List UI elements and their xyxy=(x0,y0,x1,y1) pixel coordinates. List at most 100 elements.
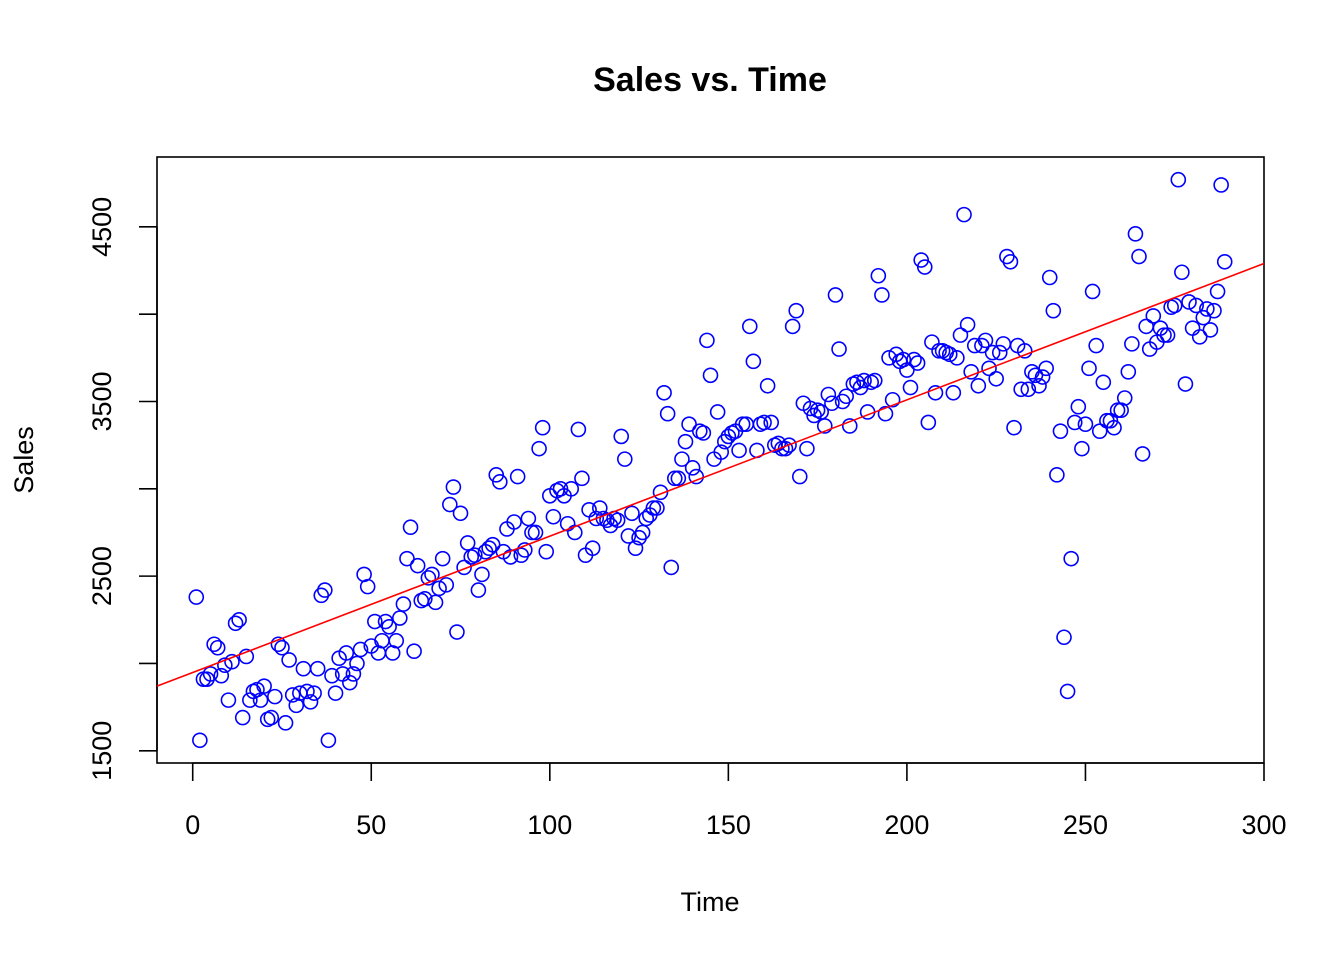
data-point xyxy=(249,681,265,698)
data-point xyxy=(616,451,633,467)
data-point xyxy=(481,540,497,556)
data-point xyxy=(988,370,1004,387)
data-point xyxy=(1052,423,1069,439)
data-point xyxy=(1134,446,1151,462)
data-point xyxy=(884,391,901,408)
data-point xyxy=(256,678,272,694)
data-point xyxy=(1191,329,1208,345)
data-point xyxy=(309,660,326,677)
data-point xyxy=(588,510,605,527)
data-point xyxy=(238,648,255,665)
data-point xyxy=(681,416,697,432)
data-point xyxy=(841,418,858,434)
data-point xyxy=(613,428,630,445)
x-tick-label: 150 xyxy=(706,810,751,840)
data-point xyxy=(1156,327,1172,343)
data-point xyxy=(227,615,244,632)
data-point xyxy=(1038,360,1054,377)
data-point xyxy=(395,596,412,612)
data-point xyxy=(1120,364,1137,380)
data-point xyxy=(991,344,1008,361)
data-point xyxy=(945,384,962,401)
data-point xyxy=(731,442,747,459)
data-point xyxy=(520,510,537,527)
y-tick-label: 4500 xyxy=(87,197,117,257)
data-point xyxy=(784,318,801,335)
data-point xyxy=(816,418,833,434)
data-point xyxy=(206,636,222,653)
data-point xyxy=(1116,390,1133,406)
data-point xyxy=(699,332,715,349)
data-point xyxy=(242,692,258,708)
data-point xyxy=(359,578,376,595)
data-point xyxy=(1106,419,1122,436)
data-point xyxy=(952,327,969,343)
data-point xyxy=(1070,398,1087,415)
data-point xyxy=(920,414,937,431)
data-point xyxy=(452,505,469,522)
data-point xyxy=(524,524,540,541)
data-point xyxy=(509,468,526,485)
data-point xyxy=(1095,374,1112,391)
data-point xyxy=(663,559,680,576)
data-point xyxy=(1013,381,1029,398)
data-point xyxy=(345,666,362,682)
data-point xyxy=(299,683,315,700)
data-point xyxy=(902,379,919,396)
data-point xyxy=(270,636,287,653)
data-point xyxy=(638,510,655,527)
data-point xyxy=(188,589,205,605)
data-point xyxy=(367,613,383,630)
data-point xyxy=(1131,248,1147,265)
y-axis-label: Sales xyxy=(9,426,39,494)
data-point xyxy=(567,524,583,541)
data-point xyxy=(870,267,887,284)
data-point xyxy=(431,580,447,597)
y-tick-label: 3500 xyxy=(87,371,117,431)
data-point xyxy=(981,360,997,377)
data-point xyxy=(281,652,297,668)
data-point xyxy=(449,624,465,640)
data-point xyxy=(277,715,294,731)
data-point xyxy=(1174,264,1190,281)
data-point xyxy=(959,316,976,333)
data-point xyxy=(202,666,219,682)
data-point xyxy=(838,388,854,405)
data-point xyxy=(909,355,926,371)
data-point xyxy=(445,479,462,495)
data-point xyxy=(995,336,1012,352)
data-point xyxy=(1034,369,1051,385)
data-point xyxy=(1199,301,1215,317)
data-point xyxy=(927,384,944,401)
data-point xyxy=(609,512,626,529)
data-point xyxy=(824,395,840,412)
data-point xyxy=(381,618,397,635)
data-point xyxy=(688,468,705,485)
data-point xyxy=(1063,550,1079,567)
data-point xyxy=(284,687,301,703)
data-point xyxy=(402,519,419,536)
data-point xyxy=(756,414,772,431)
data-point xyxy=(399,550,415,567)
data-point xyxy=(263,709,280,726)
x-tick-label: 250 xyxy=(1063,810,1108,840)
data-point xyxy=(791,468,808,485)
data-point xyxy=(406,643,422,660)
data-point xyxy=(666,470,683,487)
data-point xyxy=(213,667,230,684)
data-point xyxy=(220,692,237,708)
x-axis: 0 50 100 150 200 250 300 xyxy=(185,762,1287,840)
data-point xyxy=(1002,253,1019,270)
data-point xyxy=(527,524,544,541)
data-point xyxy=(442,496,458,513)
data-point xyxy=(459,535,476,551)
x-axis-label: Time xyxy=(681,887,740,917)
data-point xyxy=(695,425,712,441)
data-point xyxy=(506,514,522,530)
data-point xyxy=(1177,376,1194,392)
data-point xyxy=(1077,416,1094,432)
data-point xyxy=(584,540,601,556)
data-point xyxy=(931,343,947,359)
data-point xyxy=(827,287,844,303)
